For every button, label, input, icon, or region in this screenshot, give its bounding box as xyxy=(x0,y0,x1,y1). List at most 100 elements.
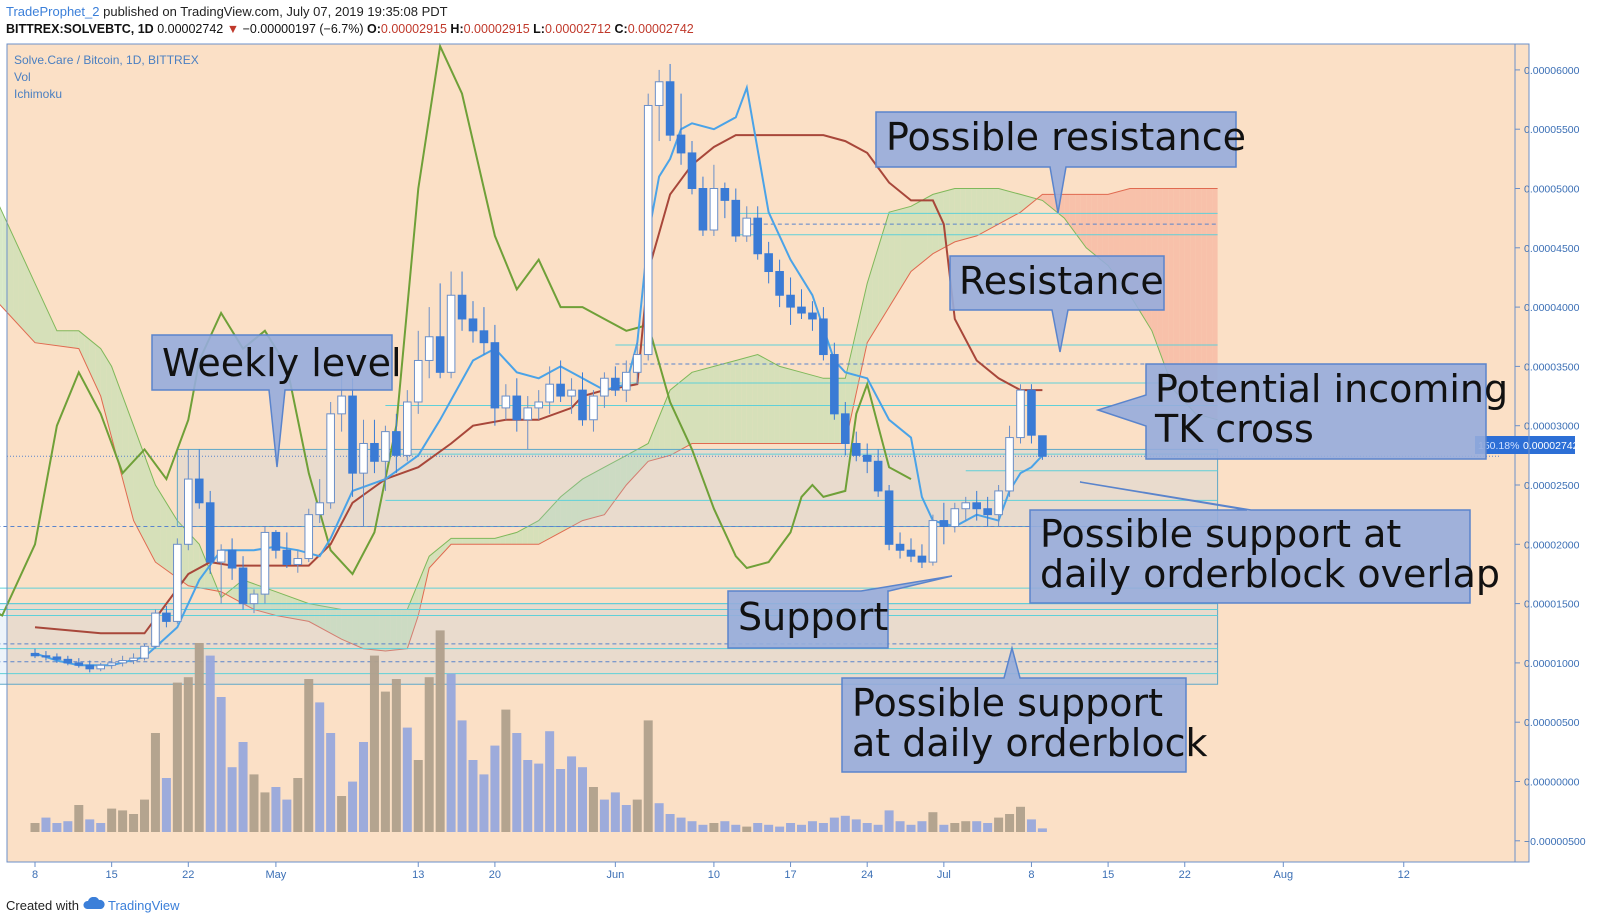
candle-body xyxy=(446,294,456,373)
callout-weekly-level[interactable]: Weekly level xyxy=(151,334,402,468)
candle-body xyxy=(611,377,620,391)
cloud-segment xyxy=(281,593,287,618)
cloud-segment xyxy=(1025,195,1032,208)
time-tick-label: 20 xyxy=(489,869,501,881)
volume-bar xyxy=(720,821,730,832)
price-chart[interactable]: 0.00006000 0.00005500 0.00005000 0.00004500… xyxy=(0,40,1612,895)
cloud-segment xyxy=(1173,188,1180,397)
volume-bar xyxy=(304,679,314,832)
cloud-segment xyxy=(905,206,911,281)
chart-title[interactable]: Solve.Care / Bitcoin, 1D, BITTREX xyxy=(14,53,199,67)
volume-bar xyxy=(621,805,631,832)
legend-vol[interactable]: Vol xyxy=(14,70,31,84)
cloud-segment xyxy=(713,364,720,444)
cloud-segment xyxy=(24,259,30,337)
cloud-segment xyxy=(308,603,315,625)
cloud-segment xyxy=(938,191,944,251)
annotations: Weekly level Possible resistance Resista… xyxy=(151,111,1508,773)
volume-bar xyxy=(654,803,664,832)
candle-body xyxy=(348,395,357,474)
volume-bar xyxy=(359,742,368,832)
volume-bar xyxy=(523,760,533,832)
cloud-segment xyxy=(456,538,463,545)
callout-tk-cross[interactable]: Potential incoming TK cross xyxy=(1095,363,1508,460)
volume-bar xyxy=(85,819,95,832)
callout-resistance[interactable]: Resistance xyxy=(949,255,1165,353)
volume-bar xyxy=(786,823,796,832)
volume-bar xyxy=(74,805,84,832)
cloud-segment xyxy=(429,551,435,569)
volume-bar xyxy=(501,709,511,832)
candle-body xyxy=(578,389,587,421)
candle-body xyxy=(249,593,259,605)
cloud-segment xyxy=(139,440,145,542)
cloud-segment xyxy=(505,533,512,545)
cloud-segment xyxy=(286,595,293,619)
callout-support-daily-line1: Possible support xyxy=(852,681,1163,725)
callout-support-daily[interactable]: Possible support at daily orderblock xyxy=(841,645,1208,773)
cloud-segment xyxy=(1184,188,1191,408)
cloud-segment xyxy=(757,354,764,444)
candle-body xyxy=(797,306,806,314)
price-tick-label: 0.00004500 xyxy=(1524,243,1580,255)
callout-support[interactable]: Support xyxy=(727,575,953,649)
volume-bars xyxy=(30,630,1047,832)
volume-bar xyxy=(249,774,259,832)
volume-bar xyxy=(140,799,149,832)
cloud-segment xyxy=(664,390,671,457)
price-tick-label: 0.00001000 xyxy=(1524,658,1580,670)
callout-possible-resistance[interactable]: Possible resistance xyxy=(875,111,1246,214)
time-axis[interactable]: 8 15 22 May 13 20 Jun 10 17 24 Jul 8 15 22 Aug 12 xyxy=(7,861,1515,881)
author-name[interactable]: TradeProphet_2 xyxy=(6,4,100,19)
close-value: 0.00002742 xyxy=(627,22,694,36)
candle-body xyxy=(30,652,40,657)
callout-support-overlap[interactable]: Possible support at daily orderblock ove… xyxy=(1029,481,1500,604)
price-change: −0.00000197 (−6.7%) xyxy=(242,22,364,36)
legend-ichimoku[interactable]: Ichimoku xyxy=(14,87,62,101)
cloud-segment xyxy=(390,609,397,651)
candles xyxy=(30,63,1047,673)
tradingview-logo[interactable]: TradingView xyxy=(83,896,180,913)
last-price-pct: 150.18% xyxy=(1478,440,1519,452)
cloud-segment xyxy=(2,212,8,314)
ichimoku-cloud xyxy=(0,188,1218,652)
candle-body xyxy=(435,336,445,373)
volume-bar xyxy=(643,720,653,832)
candle-body xyxy=(282,549,292,565)
candle-body xyxy=(41,655,51,658)
volume-bar xyxy=(282,799,292,832)
cloud-segment xyxy=(593,470,599,518)
volume-bar xyxy=(1026,819,1036,832)
candle-body xyxy=(479,330,489,344)
time-tick-label: Jul xyxy=(937,869,951,881)
cloud-segment xyxy=(1004,189,1010,222)
cloud-segment xyxy=(735,358,742,444)
candle-body xyxy=(567,389,576,397)
volume-bar xyxy=(797,824,806,832)
volume-bar xyxy=(983,823,993,832)
cloud-segment xyxy=(692,370,698,444)
volume-bar xyxy=(994,817,1004,832)
cloud-segment xyxy=(303,601,309,622)
candle-body xyxy=(720,188,730,201)
candle-body xyxy=(227,549,237,569)
volume-bar xyxy=(293,778,303,832)
candle-body xyxy=(983,508,992,516)
candle-body xyxy=(961,502,971,510)
cloud-segment xyxy=(598,467,605,517)
volume-bar xyxy=(402,727,412,832)
cloud-segment xyxy=(73,330,79,349)
cloud-segment xyxy=(1042,194,1048,205)
cloud-segment xyxy=(1075,194,1081,241)
volume-bar xyxy=(1005,814,1015,832)
callout-support-overlap-line1: Possible support at xyxy=(1040,512,1401,556)
time-tick-label: May xyxy=(266,869,287,881)
volume-bar xyxy=(884,810,894,832)
time-tick-label: 22 xyxy=(182,869,194,881)
price-axis[interactable]: 0.00006000 0.00005500 0.00005000 0.00004500… xyxy=(1514,44,1586,862)
low-value: 0.00002712 xyxy=(544,22,612,36)
volume-bar xyxy=(676,817,686,832)
candle-body xyxy=(1005,437,1014,492)
volume-bar xyxy=(183,677,193,832)
candle-body xyxy=(337,395,346,415)
